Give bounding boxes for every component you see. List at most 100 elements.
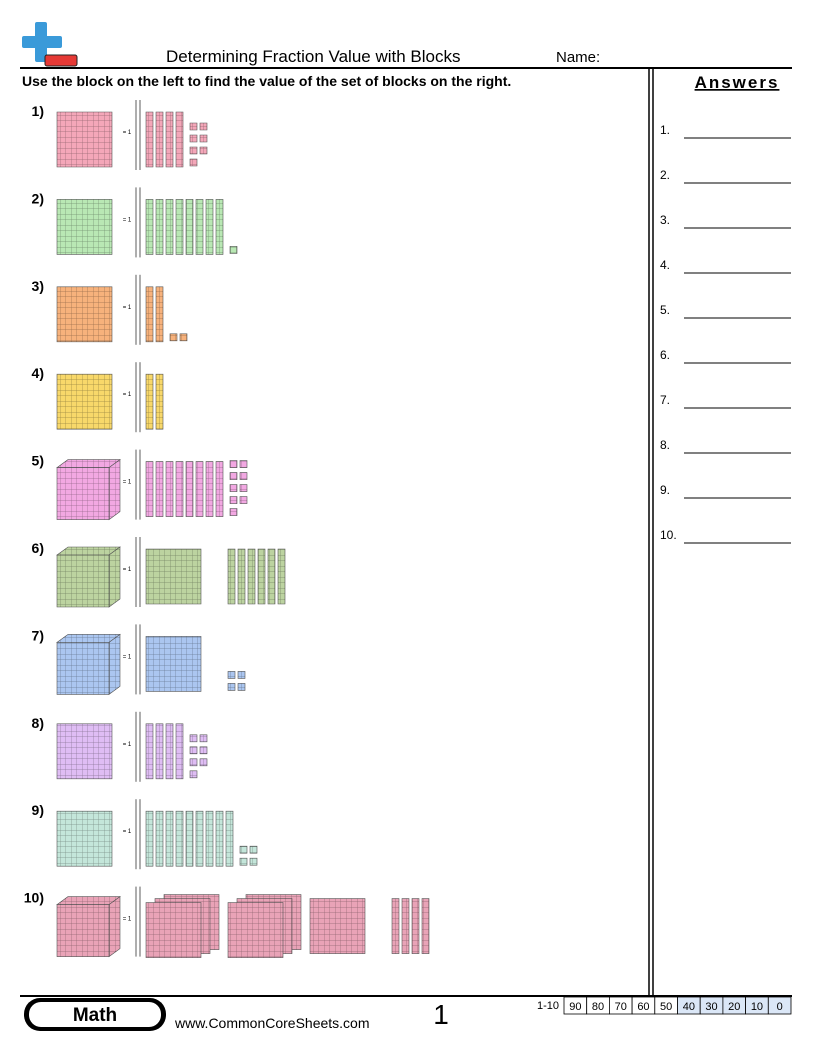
rod-grid — [176, 811, 183, 867]
unit-grid — [230, 508, 237, 516]
problem-number: 9) — [32, 802, 44, 818]
website: www.CommonCoreSheets.com — [174, 1015, 370, 1031]
unit-grid — [228, 683, 235, 691]
reference-cube-top-grid — [57, 459, 120, 468]
rod-grid — [156, 374, 163, 430]
rod-grid — [146, 199, 153, 255]
rod-grid — [176, 199, 183, 255]
unit-grid — [230, 472, 237, 480]
unit-grid — [190, 123, 197, 130]
rod-grid — [146, 723, 153, 779]
rod-grid — [206, 199, 213, 255]
equals-label: = 1 — [123, 130, 132, 136]
score: 70 — [615, 1001, 627, 1013]
unit-grid — [230, 496, 237, 504]
problem-number: 7) — [32, 627, 44, 643]
problem-number: 1) — [32, 103, 44, 119]
instructions: Use the block on the left to find the va… — [22, 73, 511, 89]
rod-grid — [156, 199, 163, 255]
score: 20 — [728, 1001, 740, 1013]
rod-grid — [146, 811, 153, 867]
rod-grid — [392, 898, 399, 954]
rod-grid — [156, 723, 163, 779]
reference-cube-top-grid — [57, 634, 120, 643]
reference-cube-front-grid — [57, 904, 109, 957]
rod-grid — [156, 286, 163, 342]
score: 90 — [569, 1001, 581, 1013]
equals-label: = 1 — [123, 829, 132, 835]
reference-cube-side-grid — [109, 547, 120, 607]
answer-number: 9. — [660, 483, 670, 497]
unit-grid — [238, 671, 245, 679]
score: 0 — [777, 1001, 783, 1013]
rod-grid — [176, 112, 183, 167]
unit-grid — [200, 123, 207, 130]
unit-grid — [200, 758, 207, 766]
flat-grid — [310, 898, 365, 954]
rod-grid — [238, 549, 245, 604]
rod-grid — [186, 199, 193, 255]
equals-label: = 1 — [123, 392, 132, 398]
rod-grid — [402, 898, 409, 954]
answer-number: 3. — [660, 213, 670, 227]
problem-number: 2) — [32, 190, 44, 206]
unit-grid — [190, 734, 197, 742]
problem-number: 10) — [24, 890, 44, 906]
rod-grid — [156, 811, 163, 867]
reference-cube-side-grid — [109, 634, 120, 695]
rod-grid — [176, 723, 183, 779]
flat-grid — [146, 902, 201, 958]
unit-grid — [230, 484, 237, 492]
flat-grid — [228, 902, 283, 958]
reference-flat-grid — [57, 374, 112, 430]
score: 10 — [751, 1001, 763, 1013]
equals-label: = 1 — [123, 217, 132, 223]
unit-grid — [200, 147, 207, 154]
rod-grid — [186, 461, 193, 517]
score: 80 — [592, 1001, 604, 1013]
answer-number: 10. — [660, 528, 677, 542]
reference-cube-front-grid — [57, 555, 109, 607]
equals-label: = 1 — [123, 742, 132, 748]
rod-grid — [166, 811, 173, 867]
rod-grid — [166, 723, 173, 779]
reference-flat-grid — [57, 199, 112, 255]
rod-grid — [166, 112, 173, 167]
rod-grid — [206, 811, 213, 867]
answer-number: 8. — [660, 438, 670, 452]
unit-grid — [230, 460, 237, 468]
unit-grid — [180, 333, 187, 341]
rod-grid — [216, 811, 223, 867]
rod-grid — [422, 898, 429, 954]
problem-number: 3) — [32, 278, 44, 294]
unit-grid — [240, 484, 247, 492]
score: 50 — [660, 1001, 672, 1013]
unit-grid — [190, 159, 197, 166]
rod-grid — [196, 811, 203, 867]
answer-number: 1. — [660, 123, 670, 137]
equals-label: = 1 — [123, 305, 132, 311]
unit-grid — [240, 858, 247, 866]
unit-grid — [190, 147, 197, 154]
rod-grid — [248, 549, 255, 604]
rod-grid — [228, 549, 235, 604]
rod-grid — [216, 199, 223, 255]
answer-number: 2. — [660, 168, 670, 182]
score-range: 1-10 — [537, 1000, 559, 1012]
rod-grid — [216, 461, 223, 517]
score: 30 — [705, 1001, 717, 1013]
flat-grid — [146, 636, 201, 692]
rod-grid — [268, 549, 275, 604]
unit-grid — [200, 746, 207, 754]
page-number: 1 — [433, 999, 449, 1030]
rod-grid — [226, 811, 233, 867]
problem-number: 6) — [32, 540, 44, 556]
reference-cube-side-grid — [109, 896, 120, 957]
equals-label: = 1 — [123, 567, 132, 573]
reference-cube-front-grid — [57, 642, 109, 695]
unit-grid — [190, 135, 197, 142]
rod-grid — [166, 199, 173, 255]
unit-grid — [228, 671, 235, 679]
unit-grid — [250, 846, 257, 854]
